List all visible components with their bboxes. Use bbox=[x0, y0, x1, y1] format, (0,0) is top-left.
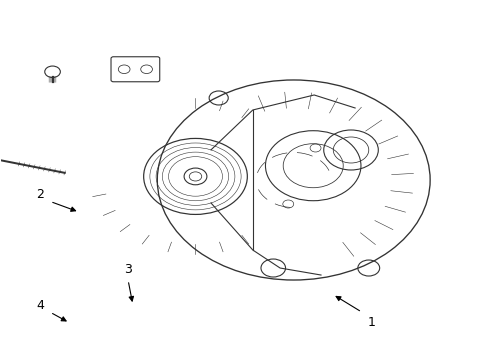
Text: 1: 1 bbox=[368, 316, 376, 329]
Text: 3: 3 bbox=[124, 263, 132, 276]
Text: 4: 4 bbox=[36, 298, 44, 311]
Text: 2: 2 bbox=[36, 188, 44, 201]
